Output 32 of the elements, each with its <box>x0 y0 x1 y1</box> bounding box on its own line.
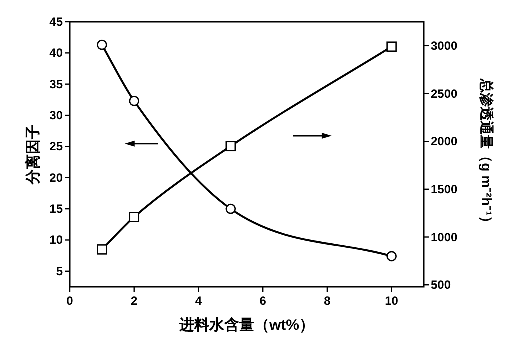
x-tick-label: 8 <box>324 294 332 308</box>
point <box>226 204 236 214</box>
x-tick-label: 6 <box>260 294 267 308</box>
y-tick-label: 5 <box>56 264 64 278</box>
y2-tick-label: 500 <box>431 278 452 292</box>
y-tick-label: 45 <box>50 15 64 29</box>
point <box>97 244 108 255</box>
point <box>129 96 140 106</box>
point <box>386 251 397 262</box>
y-tick-label: 20 <box>50 170 64 185</box>
y2-axis-title: 总渗透通量（g m⁻²h⁻¹） <box>479 78 495 230</box>
y2-tick-label: 3000 <box>431 38 458 53</box>
y-tick-label: 40 <box>50 46 64 60</box>
y-axis-title: 分离因子 <box>24 124 42 186</box>
point <box>97 40 108 50</box>
y-tick-label: 25 <box>50 140 64 154</box>
x-tick-label: 10 <box>385 294 399 308</box>
x-axis-title: 进料水含量（wt%） <box>178 317 314 334</box>
y-tick-label: 15 <box>50 202 64 216</box>
point <box>129 212 140 222</box>
y2-tick-label: 1000 <box>431 230 458 244</box>
y-tick-label: 10 <box>50 233 64 248</box>
y-tick-label: 35 <box>50 77 64 92</box>
y2-tick-label: 2000 <box>431 134 458 149</box>
y2-tick-label: 2500 <box>431 86 458 101</box>
point <box>226 141 236 152</box>
x-tick-label: 0 <box>66 294 74 308</box>
x-tick-label: 2 <box>131 294 138 308</box>
point <box>386 42 397 52</box>
y2-tick-label: 1500 <box>431 182 458 196</box>
y-tick-label: 30 <box>50 108 64 123</box>
x-tick-label: 4 <box>195 294 202 308</box>
